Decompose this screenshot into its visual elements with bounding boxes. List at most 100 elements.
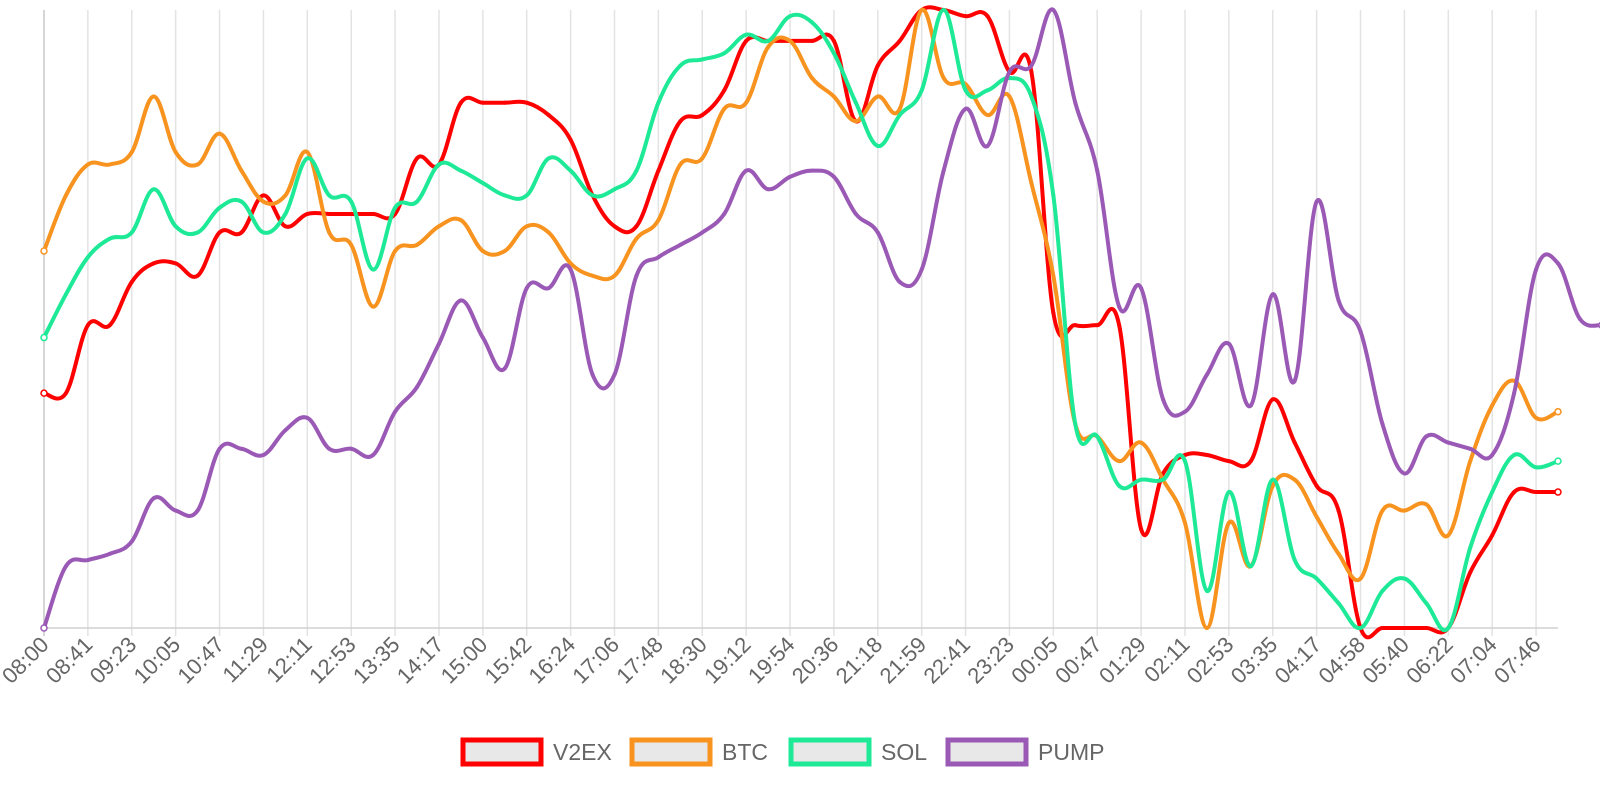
- data-point-btc[interactable]: [1051, 273, 1056, 278]
- data-point-pump[interactable]: [1117, 304, 1122, 309]
- data-point-btc[interactable]: [1446, 533, 1451, 538]
- data-point-pump[interactable]: [875, 230, 880, 235]
- data-point-sol[interactable]: [1226, 489, 1231, 495]
- series-line-sol[interactable]: [42, 8, 1560, 633]
- data-point-sol[interactable]: [1534, 465, 1539, 470]
- data-point-btc[interactable]: [722, 106, 727, 111]
- data-point-btc[interactable]: [678, 162, 683, 167]
- data-point-sol[interactable]: [919, 88, 924, 93]
- data-point-pump[interactable]: [1380, 422, 1385, 427]
- data-point-v2ex[interactable]: [195, 273, 200, 278]
- data-point-sol[interactable]: [1424, 601, 1429, 606]
- data-point-sol[interactable]: [1204, 588, 1209, 593]
- data-point-v2ex[interactable]: [327, 211, 332, 216]
- data-point-pump[interactable]: [393, 409, 398, 414]
- data-point-sol[interactable]: [195, 230, 200, 235]
- data-point-pump[interactable]: [722, 211, 727, 216]
- data-point-sol[interactable]: [1512, 452, 1517, 458]
- data-point-pump[interactable]: [1007, 69, 1012, 74]
- data-point-btc[interactable]: [40, 247, 48, 255]
- data-point-btc[interactable]: [524, 224, 529, 229]
- data-point-v2ex[interactable]: [261, 193, 266, 198]
- data-point-pump[interactable]: [941, 168, 946, 173]
- data-point-v2ex[interactable]: [107, 323, 112, 328]
- data-point-pump[interactable]: [1182, 409, 1188, 414]
- data-point-pump[interactable]: [239, 446, 244, 451]
- data-point-v2ex[interactable]: [40, 389, 48, 397]
- data-point-btc[interactable]: [1424, 502, 1429, 507]
- data-point-pump[interactable]: [568, 267, 573, 272]
- data-point-btc[interactable]: [305, 150, 310, 155]
- data-point-pump[interactable]: [305, 415, 310, 420]
- data-point-btc[interactable]: [217, 131, 222, 136]
- data-point-btc[interactable]: [1007, 94, 1012, 99]
- data-point-btc[interactable]: [458, 218, 463, 223]
- data-point-sol[interactable]: [1336, 601, 1341, 606]
- data-point-btc[interactable]: [875, 94, 880, 99]
- data-point-sol[interactable]: [349, 199, 354, 204]
- data-point-pump[interactable]: [1139, 286, 1144, 291]
- data-point-sol[interactable]: [305, 156, 310, 161]
- data-point-pump[interactable]: [546, 286, 551, 291]
- data-point-btc[interactable]: [1292, 477, 1297, 482]
- data-point-v2ex[interactable]: [1029, 69, 1034, 74]
- data-point-sol[interactable]: [1270, 477, 1275, 482]
- data-point-btc[interactable]: [173, 150, 178, 155]
- data-point-pump[interactable]: [963, 106, 968, 111]
- data-point-btc[interactable]: [1314, 514, 1319, 519]
- data-point-v2ex[interactable]: [458, 100, 463, 105]
- data-point-pump[interactable]: [1292, 378, 1297, 383]
- data-point-btc[interactable]: [985, 113, 990, 118]
- data-point-v2ex[interactable]: [875, 63, 880, 68]
- data-point-btc[interactable]: [744, 100, 749, 105]
- data-point-sol[interactable]: [1402, 576, 1407, 581]
- data-point-btc[interactable]: [327, 230, 332, 235]
- data-point-v2ex[interactable]: [985, 14, 990, 19]
- data-point-sol[interactable]: [129, 230, 134, 235]
- data-point-sol[interactable]: [458, 168, 463, 173]
- data-point-btc[interactable]: [1402, 508, 1407, 513]
- data-point-sol[interactable]: [1380, 588, 1385, 593]
- data-point-btc[interactable]: [1490, 403, 1495, 408]
- data-point-v2ex[interactable]: [1336, 508, 1341, 513]
- data-point-pump[interactable]: [1095, 168, 1100, 173]
- data-point-v2ex[interactable]: [1073, 323, 1078, 328]
- data-point-btc[interactable]: [261, 199, 266, 204]
- data-point-v2ex[interactable]: [217, 230, 222, 235]
- data-point-pump[interactable]: [1446, 440, 1451, 445]
- data-point-sol[interactable]: [1029, 94, 1034, 99]
- data-point-btc[interactable]: [941, 75, 946, 81]
- data-point-sol[interactable]: [831, 51, 836, 56]
- data-point-v2ex[interactable]: [129, 279, 134, 284]
- data-point-btc[interactable]: [612, 273, 617, 278]
- data-point-sol[interactable]: [853, 100, 858, 105]
- data-point-sol[interactable]: [1292, 557, 1297, 563]
- data-point-v2ex[interactable]: [1204, 452, 1209, 458]
- data-point-btc[interactable]: [1226, 520, 1231, 525]
- data-point-v2ex[interactable]: [173, 261, 178, 266]
- data-point-btc[interactable]: [590, 273, 595, 278]
- data-point-v2ex[interactable]: [831, 38, 836, 43]
- data-point-pump[interactable]: [40, 624, 48, 632]
- data-point-btc[interactable]: [1468, 459, 1473, 464]
- data-point-btc[interactable]: [809, 75, 815, 81]
- data-point-pump[interactable]: [831, 174, 836, 179]
- data-point-sol[interactable]: [809, 20, 815, 25]
- data-point-v2ex[interactable]: [722, 88, 727, 93]
- data-point-sol[interactable]: [1139, 477, 1144, 482]
- legend-item-sol[interactable]: SOL: [788, 737, 927, 767]
- data-point-btc[interactable]: [766, 45, 771, 50]
- data-point-pump[interactable]: [1468, 446, 1473, 451]
- data-point-sol[interactable]: [1358, 625, 1363, 631]
- data-point-v2ex[interactable]: [568, 137, 573, 142]
- data-point-sol[interactable]: [283, 211, 288, 216]
- data-point-sol[interactable]: [371, 267, 376, 272]
- data-point-v2ex[interactable]: [1468, 570, 1473, 575]
- data-point-v2ex[interactable]: [1051, 310, 1056, 315]
- data-point-pump[interactable]: [327, 446, 332, 451]
- data-point-v2ex[interactable]: [1490, 533, 1495, 538]
- data-point-btc[interactable]: [1336, 551, 1341, 556]
- data-point-pump[interactable]: [1577, 316, 1582, 322]
- data-point-pump[interactable]: [261, 452, 266, 458]
- data-point-btc[interactable]: [1139, 440, 1144, 445]
